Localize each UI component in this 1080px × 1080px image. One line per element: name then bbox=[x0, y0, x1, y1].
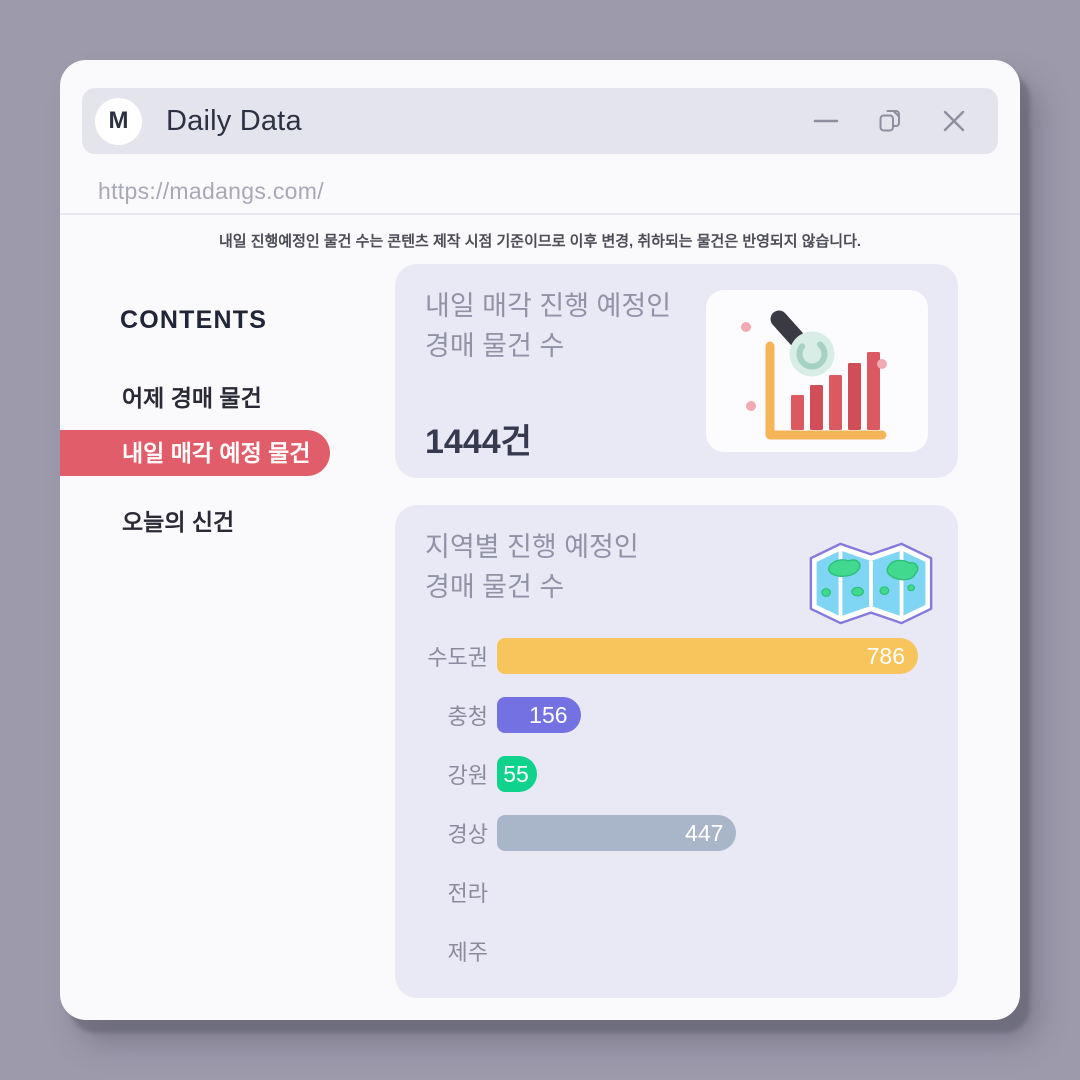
minimize-icon bbox=[813, 119, 839, 123]
bar-row: 충청 156 bbox=[425, 697, 918, 733]
bar-row-label: 강원 bbox=[447, 763, 488, 788]
summary-value: 1444건 bbox=[425, 423, 532, 461]
bar-fill: 447 bbox=[497, 815, 737, 851]
summary-card: 내일 매각 진행 예정인 경매 물건 수 1444건 bbox=[395, 264, 958, 478]
sidebar-item-label: 어제 경매 물건 bbox=[122, 385, 262, 411]
regional-title-line2: 경매 물건 수 bbox=[425, 572, 565, 602]
bar-row: 강원 55 bbox=[425, 756, 918, 792]
sidebar-item[interactable]: 어제 경매 물건 bbox=[60, 375, 392, 421]
minimize-button[interactable] bbox=[812, 107, 840, 135]
bar-fill: 156 bbox=[497, 697, 581, 733]
regional-title-line1: 지역별 진행 예정인 bbox=[425, 532, 639, 562]
sidebar-item-label: 내일 매각 예정 물건 bbox=[122, 440, 311, 466]
bar-row-label: 제주 bbox=[447, 940, 488, 965]
summary-title-line2: 경매 물건 수 bbox=[425, 331, 565, 361]
bar-row: 경상 447 bbox=[425, 815, 918, 851]
address-bar[interactable]: https://madangs.com/ bbox=[98, 178, 324, 204]
bar-value: 786 bbox=[866, 642, 905, 669]
bar-row-label: 경상 bbox=[447, 822, 488, 847]
summary-illustration-box bbox=[706, 290, 928, 452]
bar-track: 55 bbox=[497, 756, 918, 792]
close-button[interactable] bbox=[940, 107, 968, 135]
bar-row: 전라 bbox=[425, 874, 918, 910]
regional-card: 지역별 진행 예정인 경매 물건 수 수도권 786 bbox=[395, 505, 958, 998]
bar-track: 786 bbox=[497, 638, 918, 674]
bar-fill: 55 bbox=[497, 756, 537, 792]
copy-icon bbox=[879, 110, 900, 132]
bar-track bbox=[497, 874, 918, 910]
browser-window: M Daily Data bbox=[60, 60, 1020, 1020]
site-logo: M bbox=[95, 97, 142, 145]
bar-value: 156 bbox=[529, 701, 568, 728]
disclaimer-text: 내일 진행예정인 물건 수는 콘텐츠 제작 시점 기준이므로 이후 변경, 취하… bbox=[218, 233, 862, 250]
bar-row: 제주 bbox=[425, 933, 918, 969]
sidebar-item-active[interactable]: 내일 매각 예정 물건 bbox=[60, 430, 330, 476]
titlebar: M Daily Data bbox=[82, 88, 998, 154]
bar-row-label: 수도권 bbox=[427, 645, 488, 670]
window-title: Daily Data bbox=[166, 104, 302, 137]
bar-row-label: 충청 bbox=[447, 704, 488, 729]
site-logo-letter: M bbox=[108, 107, 129, 134]
bar-row: 수도권 786 bbox=[425, 638, 918, 674]
divider bbox=[60, 213, 1020, 215]
bar-track: 156 bbox=[497, 697, 918, 733]
close-icon bbox=[943, 110, 965, 132]
bar-row-label: 전라 bbox=[447, 881, 488, 906]
bar-value: 447 bbox=[685, 819, 724, 846]
map-illustration bbox=[808, 538, 934, 628]
bar-value: 55 bbox=[503, 760, 529, 787]
restore-button[interactable] bbox=[876, 107, 904, 135]
folded-map-icon bbox=[809, 542, 933, 625]
summary-card-title: 내일 매각 진행 예정인 경매 물건 수 bbox=[425, 286, 671, 366]
bar-chart-magnifier-icon bbox=[741, 310, 887, 440]
regional-card-title: 지역별 진행 예정인 경매 물건 수 bbox=[425, 527, 639, 607]
summary-title-line1: 내일 매각 진행 예정인 bbox=[425, 291, 672, 321]
sidebar-item[interactable]: 오늘의 신건 bbox=[60, 499, 392, 545]
bar-fill: 786 bbox=[497, 638, 918, 674]
window-controls bbox=[812, 107, 968, 135]
contents-heading: CONTENTS bbox=[120, 306, 268, 334]
sidebar-list: 어제 경매 물건 내일 매각 예정 물건 오늘의 신건 bbox=[60, 375, 392, 554]
bar-track bbox=[497, 933, 918, 969]
sidebar-item-label: 오늘의 신건 bbox=[122, 509, 235, 535]
bar-track: 447 bbox=[497, 815, 918, 851]
bar-chart: 수도권 786 충청 156 강원 55 경상 447 전라 bbox=[425, 638, 918, 992]
